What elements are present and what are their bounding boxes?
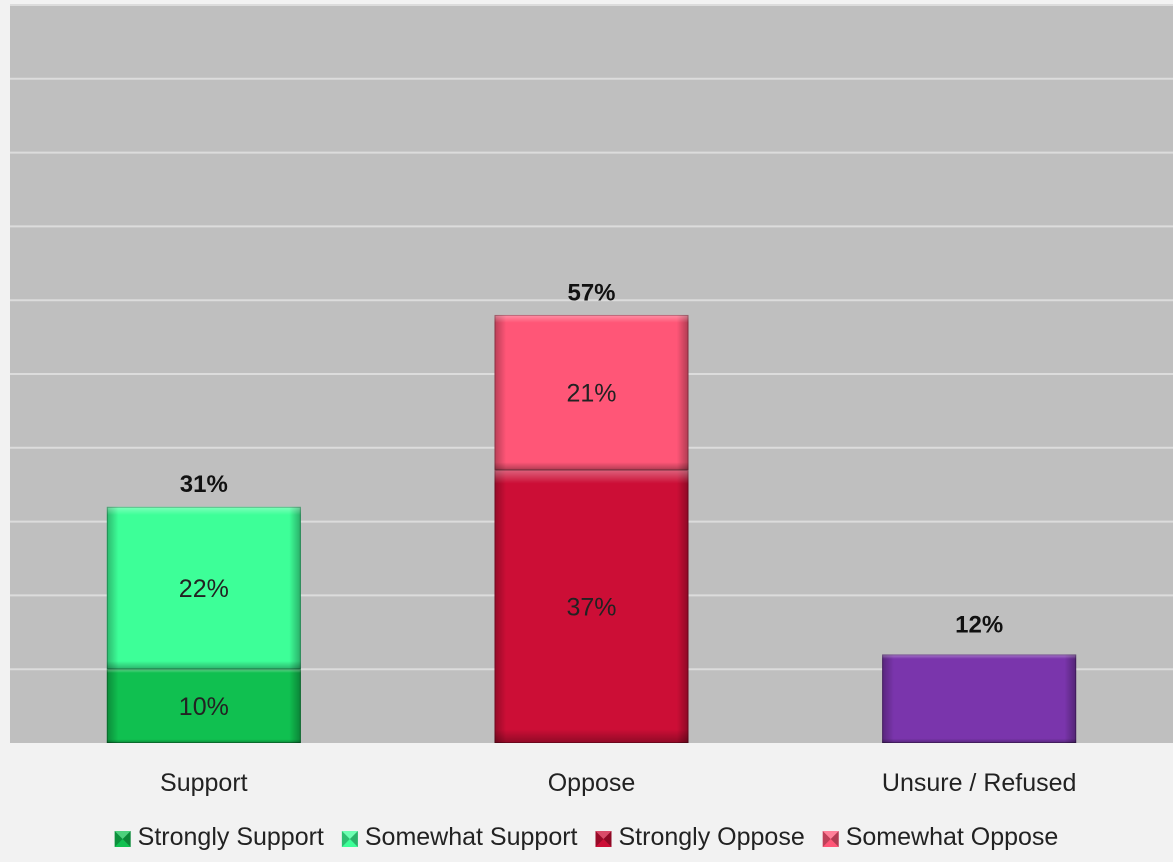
- total-value-label: 12%: [955, 611, 1003, 638]
- bar-segment: [882, 654, 1077, 743]
- legend-item: Strongly Support: [114, 823, 324, 851]
- legend-item: Somewhat Support: [341, 823, 578, 851]
- segment-value-label: 10%: [179, 693, 229, 721]
- legend: Strongly Support Somewhat Support Strongly…: [114, 823, 1059, 851]
- bar-segment: [106, 669, 301, 744]
- legend-swatch: [822, 831, 839, 847]
- segment-value-label: 37%: [566, 593, 616, 621]
- legend-label: Somewhat Oppose: [846, 823, 1059, 851]
- x-axis: Support Oppose Unsure / Refused: [160, 769, 1076, 797]
- legend-item: Somewhat Oppose: [822, 823, 1059, 851]
- segment-value-label: 21%: [566, 379, 616, 407]
- total-value-label: 57%: [567, 279, 615, 306]
- x-tick-label: Oppose: [548, 769, 636, 797]
- legend-label: Strongly Oppose: [619, 823, 805, 851]
- bar-segment: [106, 506, 301, 670]
- x-tick-label: Unsure / Refused: [882, 769, 1077, 797]
- bar-segment: [494, 469, 689, 743]
- x-tick-label: Support: [160, 769, 248, 797]
- bar-segment: [494, 314, 689, 470]
- legend-swatch: [341, 831, 358, 847]
- segment-value-label: 22%: [179, 575, 229, 603]
- data-labels: 10% 22% 31% 37% 21% 57% 12%: [179, 279, 1003, 721]
- legend-item: Strongly Oppose: [595, 823, 805, 851]
- legend-swatch: [114, 831, 131, 847]
- bars: [106, 314, 1077, 744]
- legend-label: Somewhat Support: [365, 823, 578, 851]
- legend-label: Strongly Support: [138, 823, 324, 851]
- legend-swatch: [595, 831, 612, 847]
- total-value-label: 31%: [180, 471, 228, 498]
